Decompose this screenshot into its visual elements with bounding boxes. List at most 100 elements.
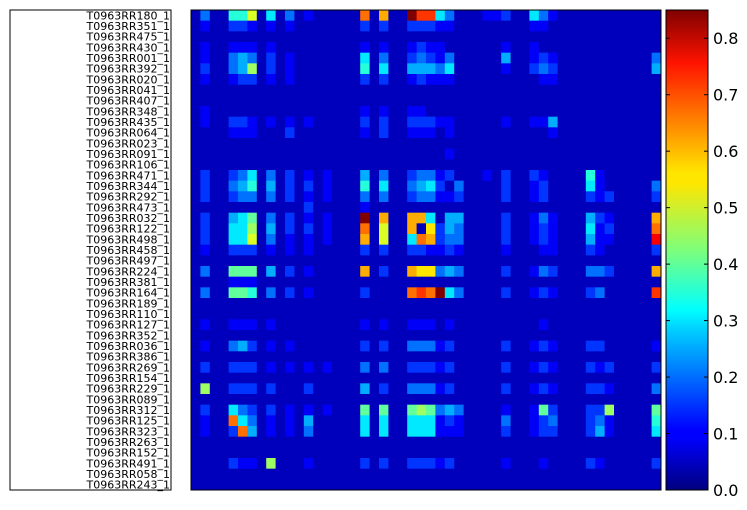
heatmap-cell: [256, 52, 267, 64]
heatmap-cell: [416, 20, 427, 32]
heatmap-cell: [360, 63, 370, 75]
heatmap-cell: [256, 287, 267, 299]
heatmap-cell: [435, 84, 446, 96]
heatmap-cell: [266, 394, 276, 406]
heatmap-cell: [538, 468, 549, 480]
heatmap-cell: [651, 308, 662, 320]
heatmap-cell: [501, 468, 511, 480]
heatmap-cell: [397, 52, 408, 64]
heatmap-cell: [200, 84, 211, 96]
heatmap-cell: [369, 74, 380, 86]
heatmap-cell: [200, 116, 211, 128]
heatmap-cell: [585, 340, 596, 352]
heatmap-cell: [266, 10, 276, 22]
heatmap-cell: [369, 52, 380, 64]
heatmap-cell: [416, 223, 427, 235]
heatmap-cell: [228, 298, 239, 310]
heatmap-cell: [510, 255, 521, 267]
heatmap-cell: [529, 84, 540, 96]
heatmap-cell: [482, 63, 493, 75]
heatmap-cell: [435, 308, 446, 320]
heatmap-cell: [350, 479, 361, 491]
heatmap-cell: [454, 266, 464, 278]
heatmap-cell: [294, 383, 305, 395]
heatmap-cell: [520, 468, 530, 480]
heatmap-cell: [285, 63, 295, 75]
heatmap-cell: [397, 479, 408, 491]
heatmap-cell: [360, 148, 370, 160]
heatmap-cell: [228, 159, 239, 171]
heatmap-cell: [576, 74, 587, 86]
heatmap-cell: [614, 319, 624, 331]
heatmap-cell: [576, 255, 587, 267]
heatmap-cell: [623, 340, 634, 352]
heatmap-cell: [623, 63, 634, 75]
heatmap-cell: [529, 31, 540, 43]
heatmap-cell: [313, 436, 323, 448]
heatmap-cell: [416, 212, 427, 224]
heatmap-cell: [510, 127, 521, 139]
heatmap-cell: [548, 95, 558, 107]
heatmap-cell: [209, 42, 220, 54]
heatmap-cell: [501, 479, 511, 491]
heatmap-cell: [256, 266, 267, 278]
heatmap-cell: [369, 340, 380, 352]
heatmap-cell: [651, 42, 662, 54]
heatmap-cell: [238, 362, 248, 374]
heatmap-cell: [285, 458, 295, 470]
heatmap-cell: [322, 415, 333, 427]
heatmap-cell: [266, 298, 276, 310]
heatmap-cell: [585, 212, 596, 224]
heatmap-cell: [538, 10, 549, 22]
heatmap-cell: [219, 404, 229, 416]
heatmap-cell: [548, 351, 558, 363]
heatmap-cell: [416, 95, 427, 107]
heatmap-cell: [548, 202, 558, 214]
heatmap-cell: [322, 74, 333, 86]
heatmap-cell: [341, 138, 352, 150]
heatmap-cell: [256, 479, 267, 491]
row-label: T0963RR110_1: [86, 308, 171, 321]
heatmap-cell: [256, 148, 267, 160]
heatmap-cell: [529, 191, 540, 203]
heatmap-cell: [604, 458, 615, 470]
heatmap-cell: [595, 394, 605, 406]
heatmap-cell: [491, 351, 502, 363]
heatmap-cell: [407, 479, 417, 491]
heatmap-cell: [501, 415, 511, 427]
heatmap-cell: [538, 479, 549, 491]
heatmap-cell: [510, 170, 521, 182]
heatmap-cell: [482, 95, 493, 107]
heatmap-cell: [548, 52, 558, 64]
heatmap-cell: [191, 383, 201, 395]
heatmap-cell: [341, 372, 352, 384]
heatmap-cell: [228, 106, 239, 118]
heatmap-cell: [266, 148, 276, 160]
heatmap-cell: [228, 20, 239, 32]
heatmap-cell: [444, 223, 455, 235]
heatmap-cell: [407, 180, 417, 192]
heatmap-cell: [275, 148, 286, 160]
heatmap-cell: [510, 244, 521, 256]
heatmap-cell: [238, 340, 248, 352]
heatmap-cell: [350, 244, 361, 256]
heatmap-cell: [510, 308, 521, 320]
heatmap-cell: [576, 372, 587, 384]
heatmap-cell: [416, 479, 427, 491]
heatmap-cell: [567, 170, 577, 182]
heatmap-cell: [303, 447, 314, 459]
heatmap-cell: [313, 351, 323, 363]
heatmap-cell: [510, 436, 521, 448]
heatmap-cell: [341, 298, 352, 310]
heatmap-cell: [548, 170, 558, 182]
heatmap-cell: [482, 404, 493, 416]
heatmap-cell: [313, 52, 323, 64]
heatmap-cell: [491, 287, 502, 299]
heatmap-cell: [369, 234, 380, 246]
heatmap-cell: [435, 42, 446, 54]
heatmap-cell: [632, 340, 643, 352]
heatmap-cell: [209, 170, 220, 182]
heatmap-cell: [426, 95, 436, 107]
heatmap-cell: [228, 447, 239, 459]
heatmap-cell: [604, 255, 615, 267]
